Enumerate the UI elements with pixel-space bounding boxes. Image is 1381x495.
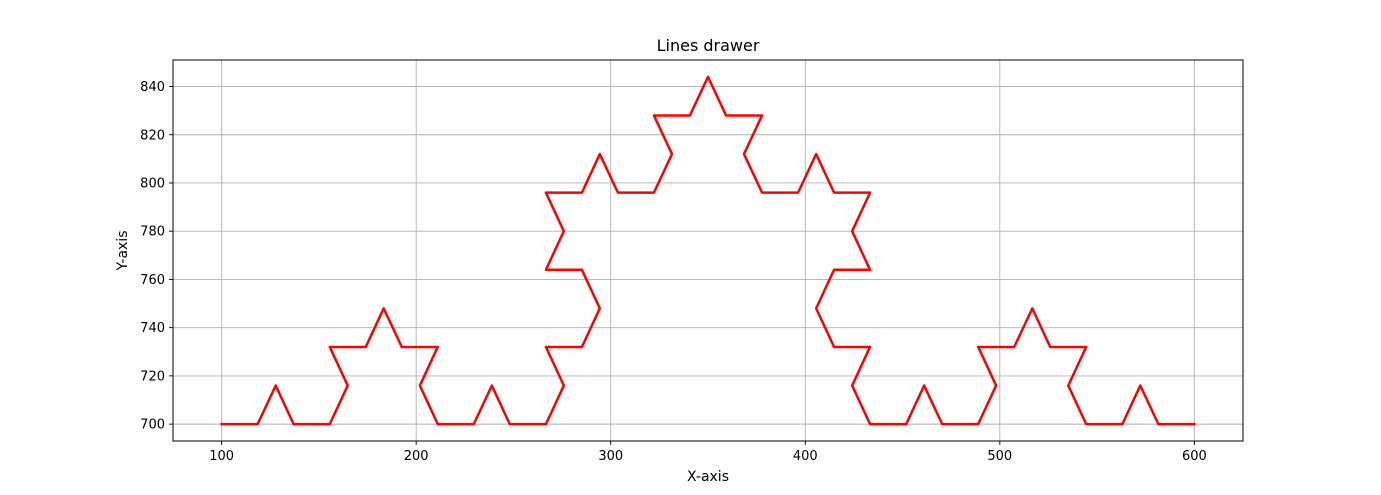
y-axis-title: Y-axis	[115, 231, 131, 272]
plot-area	[173, 60, 1243, 441]
x-tick-label: 200	[404, 449, 429, 464]
ticks: 100 200 300 400 500 600 700 720 740 760 780 800 820 8…	[140, 80, 1207, 464]
y-tick-label: 740	[140, 321, 165, 336]
x-axis-title: X-axis	[687, 469, 729, 485]
x-tick-label: 400	[793, 449, 818, 464]
x-tick-label: 600	[1182, 449, 1207, 464]
y-tick-label: 840	[140, 80, 165, 95]
y-tick-label: 780	[140, 225, 165, 240]
plot-frame	[172, 59, 1244, 442]
y-tick-label: 820	[140, 128, 165, 143]
series-layer	[220, 75, 1196, 426]
y-tick-label: 720	[140, 369, 165, 384]
y-tick-label: 700	[140, 418, 165, 433]
x-tick-label: 300	[598, 449, 623, 464]
y-tick-label: 760	[140, 273, 165, 288]
x-tick-label: 100	[209, 449, 234, 464]
y-tick-label: 800	[140, 176, 165, 191]
grid	[173, 60, 1243, 441]
chart-title: Lines drawer	[657, 36, 760, 55]
series-line	[220, 75, 1196, 426]
x-tick-label: 500	[987, 449, 1012, 464]
